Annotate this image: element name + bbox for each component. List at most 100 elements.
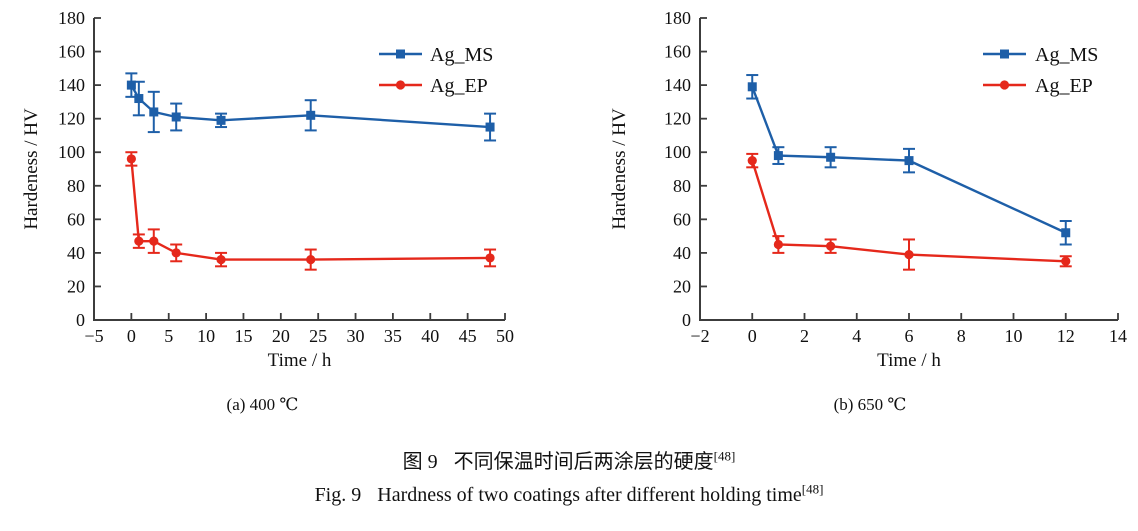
charts-row: −5 0 5 10 15 20 25 30 35 40 45 50 0 20 40 60 80 100 120 140…: [0, 0, 1138, 418]
axes: −5 0 5 10 15 20 25 30 35 40 45 50020406080100120140…: [21, 8, 514, 371]
x-tick-label: 45: [459, 326, 477, 346]
y-tick-label: 160: [664, 42, 691, 62]
data-point: [171, 112, 181, 122]
y-tick-label: 180: [58, 8, 85, 28]
y-tick-label: 0: [682, 310, 691, 330]
x-tick-label: 8: [957, 326, 966, 346]
x-tick-label: 10: [197, 326, 215, 346]
caption-english: Fig. 9 Hardness of two coatings after dif…: [0, 482, 1138, 506]
series-ag_ep: [746, 152, 1072, 271]
legend-marker-square: [1000, 49, 1009, 59]
legend-marker-circle: [395, 80, 406, 90]
y-tick-label: 120: [58, 109, 85, 129]
y-tick-label: 140: [664, 75, 691, 95]
y-tick-label: 0: [76, 310, 85, 330]
x-tick-label: 40: [421, 326, 439, 346]
data-point: [1061, 256, 1071, 266]
legend-label: Ag_MS: [1035, 44, 1098, 66]
x-tick-label: 12: [1057, 326, 1075, 346]
data-point: [904, 156, 914, 166]
data-point: [1061, 228, 1071, 238]
series-ag_ep: [125, 151, 497, 271]
x-tick-label: 10: [1005, 326, 1023, 346]
y-tick-label: 140: [58, 75, 85, 95]
x-tick-label: −5: [84, 326, 103, 346]
caption-chinese-text: 不同保温时间后两涂层的硬度: [453, 451, 714, 473]
x-tick-label: 14: [1109, 326, 1127, 346]
y-tick-label: 160: [58, 42, 85, 62]
y-tick-label: 100: [58, 142, 85, 162]
legend-label: Ag_EP: [1035, 75, 1093, 97]
x-axis-label: Time / h: [268, 350, 332, 371]
data-point: [747, 156, 757, 166]
x-tick-label: 15: [234, 326, 252, 346]
x-tick-label: 2: [800, 326, 809, 346]
data-point: [904, 249, 914, 260]
figure-captions: 图 9 不同保温时间后两涂层的硬度[48] Fig. 9 Hardness of t…: [0, 449, 1138, 506]
data-point: [134, 236, 144, 246]
data-point: [826, 241, 836, 251]
caption-chinese-prefix: 图 9: [402, 451, 438, 473]
data-point: [773, 151, 783, 161]
y-tick-label: 20: [67, 276, 85, 296]
x-tick-label: 25: [309, 326, 327, 346]
y-tick-label: 40: [673, 243, 691, 263]
x-tick-label: 0: [748, 326, 757, 346]
x-tick-label: 35: [384, 326, 402, 346]
panel-subcaption: (a) 400 ℃: [227, 395, 299, 414]
y-tick-label: 60: [673, 209, 691, 229]
legend-marker-circle: [999, 80, 1010, 90]
chart-panel-b: −2 0 2 4 6 8 10 12 14 0 20 40 60 80 100 120 140 160 180 Tim…: [569, 0, 1138, 418]
y-tick-label: 120: [664, 109, 691, 129]
y-axis-label: Hardeness / HV: [21, 108, 42, 230]
y-tick-label: 100: [664, 142, 691, 162]
series-ag_ms: [125, 72, 497, 142]
y-axis-label: Hardeness / HV: [609, 108, 630, 230]
series-ag_ms: [746, 74, 1072, 246]
caption-english-citation: [48]: [801, 481, 824, 497]
caption-chinese-citation: [48]: [713, 448, 736, 464]
data-point: [306, 110, 316, 120]
data-point: [171, 248, 181, 258]
y-tick-label: 20: [673, 276, 691, 296]
legend-label: Ag_MS: [430, 44, 493, 66]
y-tick-label: 60: [67, 209, 85, 229]
series-line: [130, 158, 491, 261]
x-tick-label: 0: [127, 326, 136, 346]
data-point: [134, 94, 144, 104]
data-point: [216, 255, 226, 265]
x-tick-label: 30: [347, 326, 365, 346]
legend-marker-square: [396, 49, 405, 59]
legend-label: Ag_EP: [430, 75, 488, 97]
y-tick-label: 180: [664, 8, 691, 28]
data-point: [126, 154, 136, 164]
caption-chinese: 图 9 不同保温时间后两涂层的硬度[48]: [0, 449, 1138, 473]
legend: Ag_MS Ag_EP: [379, 44, 493, 97]
data-point: [306, 255, 316, 265]
x-tick-label: 50: [496, 326, 514, 346]
chart-panel-a: −5 0 5 10 15 20 25 30 35 40 45 50 0 20 40 60 80 100 120 140…: [0, 0, 569, 418]
data-point: [149, 236, 159, 246]
chart-b-650c: −2 0 2 4 6 8 10 12 14020406080100120140160180Tim…: [609, 8, 1127, 414]
data-point: [126, 80, 136, 90]
data-point: [149, 107, 159, 117]
y-tick-label: 40: [67, 243, 85, 263]
data-point: [485, 253, 495, 263]
panel-subcaption: (b) 650 ℃: [834, 395, 907, 414]
x-tick-label: 6: [905, 326, 914, 346]
y-tick-label: 80: [67, 176, 85, 196]
data-point: [773, 239, 783, 250]
y-tick-label: 80: [673, 176, 691, 196]
data-point: [747, 82, 757, 92]
x-tick-label: 5: [164, 326, 173, 346]
chart-a-400c: −5 0 5 10 15 20 25 30 35 40 45 50020406080100120140…: [21, 8, 514, 414]
caption-english-prefix: Fig. 9: [314, 484, 362, 506]
legend: Ag_MS Ag_EP: [983, 44, 1098, 97]
x-axis-label: Time / h: [877, 350, 941, 371]
data-point: [485, 122, 495, 132]
x-tick-label: −2: [690, 326, 709, 346]
x-tick-label: 4: [852, 326, 861, 346]
caption-english-text: Hardness of two coatings after different…: [377, 484, 802, 506]
data-point: [826, 152, 836, 162]
